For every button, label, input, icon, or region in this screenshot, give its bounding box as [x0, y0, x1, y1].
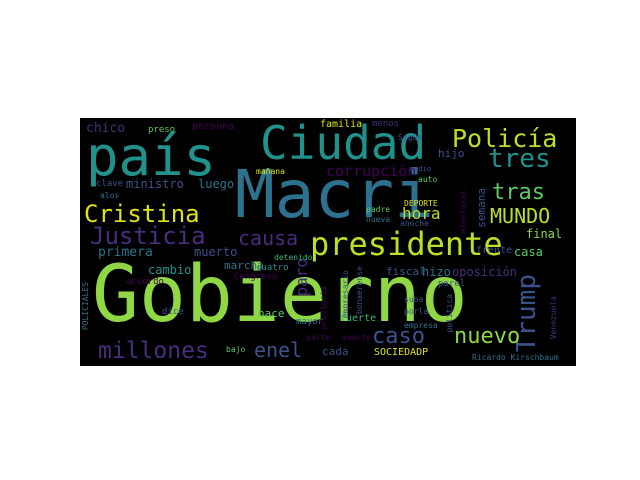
- word-caso: caso: [372, 324, 425, 349]
- word-preso: preso: [148, 125, 176, 135]
- word-electoral: electoral: [459, 190, 468, 234]
- word-ricardo: Ricardo Kirschbaum: [472, 353, 559, 362]
- word-bajo: bajo: [226, 345, 246, 354]
- word-sociedadp: SOCIEDADP: [374, 347, 429, 358]
- word-primera: primera: [98, 245, 153, 260]
- word-alos: alos: [100, 191, 120, 200]
- word-congreso: Congreso: [234, 272, 278, 282]
- word-ministro: ministro: [126, 177, 184, 191]
- word-detenido: detenido: [274, 253, 313, 262]
- word-provincia: provincia: [319, 286, 328, 330]
- word-bonaerense: bonaerense: [355, 266, 364, 315]
- word-casa: casa: [514, 245, 543, 259]
- word-anoche: anoche: [400, 219, 429, 228]
- word-hijo: hijo: [438, 147, 465, 160]
- word-dice: dice: [162, 307, 184, 317]
- word-empresario: empresario: [341, 270, 350, 319]
- word-menos: menos: [372, 119, 400, 129]
- word-suba: suba: [404, 295, 424, 304]
- word-paro: paro: [292, 258, 311, 297]
- word-porel: porel: [438, 279, 466, 289]
- word-hace: hace: [258, 307, 285, 320]
- word-clave: clave: [96, 179, 124, 189]
- word-nueva: nueva: [366, 215, 391, 224]
- word-luego: luego: [198, 177, 235, 191]
- word-pais: país: [86, 125, 217, 188]
- word-policia: Policía: [452, 124, 558, 153]
- word-porla: porla: [404, 307, 429, 316]
- word-justicia: Justicia: [90, 222, 206, 250]
- word-cuatro: cuatro: [256, 263, 289, 273]
- word-ciudad: Ciudad: [260, 118, 427, 170]
- word-mayor: mayor: [296, 317, 324, 327]
- word-muerto: muerto: [194, 245, 238, 259]
- word-parte: parte: [306, 333, 331, 342]
- word-deporte: DEPORTE: [404, 199, 438, 208]
- word-medio: medio: [410, 165, 432, 173]
- word-cada: cada: [322, 345, 349, 358]
- word-segun: Según: [398, 133, 423, 142]
- word-frente: frente: [476, 245, 513, 256]
- word-acuerdo: acuerdo: [126, 277, 164, 287]
- word-causa: causa: [238, 226, 299, 250]
- word-muerte: muerte: [342, 333, 371, 342]
- word-cambio: cambio: [148, 263, 192, 277]
- word-fuerte: fuerte: [340, 313, 377, 324]
- word-padre: padre: [366, 205, 391, 214]
- word-marcha: marcha: [224, 259, 264, 272]
- word-hizo: hizo: [422, 265, 451, 279]
- word-tras: tras: [492, 180, 545, 205]
- word-fiscal: fiscal: [386, 265, 426, 278]
- word-manana: mañana: [256, 167, 285, 176]
- word-persona: persona: [192, 121, 235, 132]
- word-corrupcion: corrupción: [326, 162, 417, 180]
- word-enel: enel: [254, 338, 303, 362]
- word-gobierno: Gobierno: [92, 250, 468, 340]
- word-venezuela: Venezuela: [549, 296, 558, 340]
- word-auto: auto: [418, 175, 438, 184]
- word-tres: tres: [488, 144, 551, 174]
- word-chico: chico: [86, 121, 126, 136]
- word-politica: política: [445, 294, 454, 333]
- word-semana: semana: [475, 188, 488, 228]
- word-oposicion: oposición: [452, 265, 518, 279]
- word-familia: familia: [320, 119, 363, 130]
- word-presidente: presidente: [310, 225, 503, 263]
- word-cristina: Cristina: [84, 200, 200, 228]
- word-final: final: [526, 227, 563, 241]
- word-millones: millones: [98, 338, 209, 364]
- word-cloud: Gobierno Macri país Ciudad presidente Cr…: [80, 118, 576, 366]
- word-hora: hora: [402, 204, 441, 223]
- word-nuevo: nuevo: [454, 324, 521, 349]
- word-macri: Macri: [235, 156, 434, 233]
- word-empresa: empresa: [404, 321, 438, 330]
- word-policiales: POLICIALES: [81, 282, 90, 331]
- word-mundo: MUNDO: [490, 204, 551, 228]
